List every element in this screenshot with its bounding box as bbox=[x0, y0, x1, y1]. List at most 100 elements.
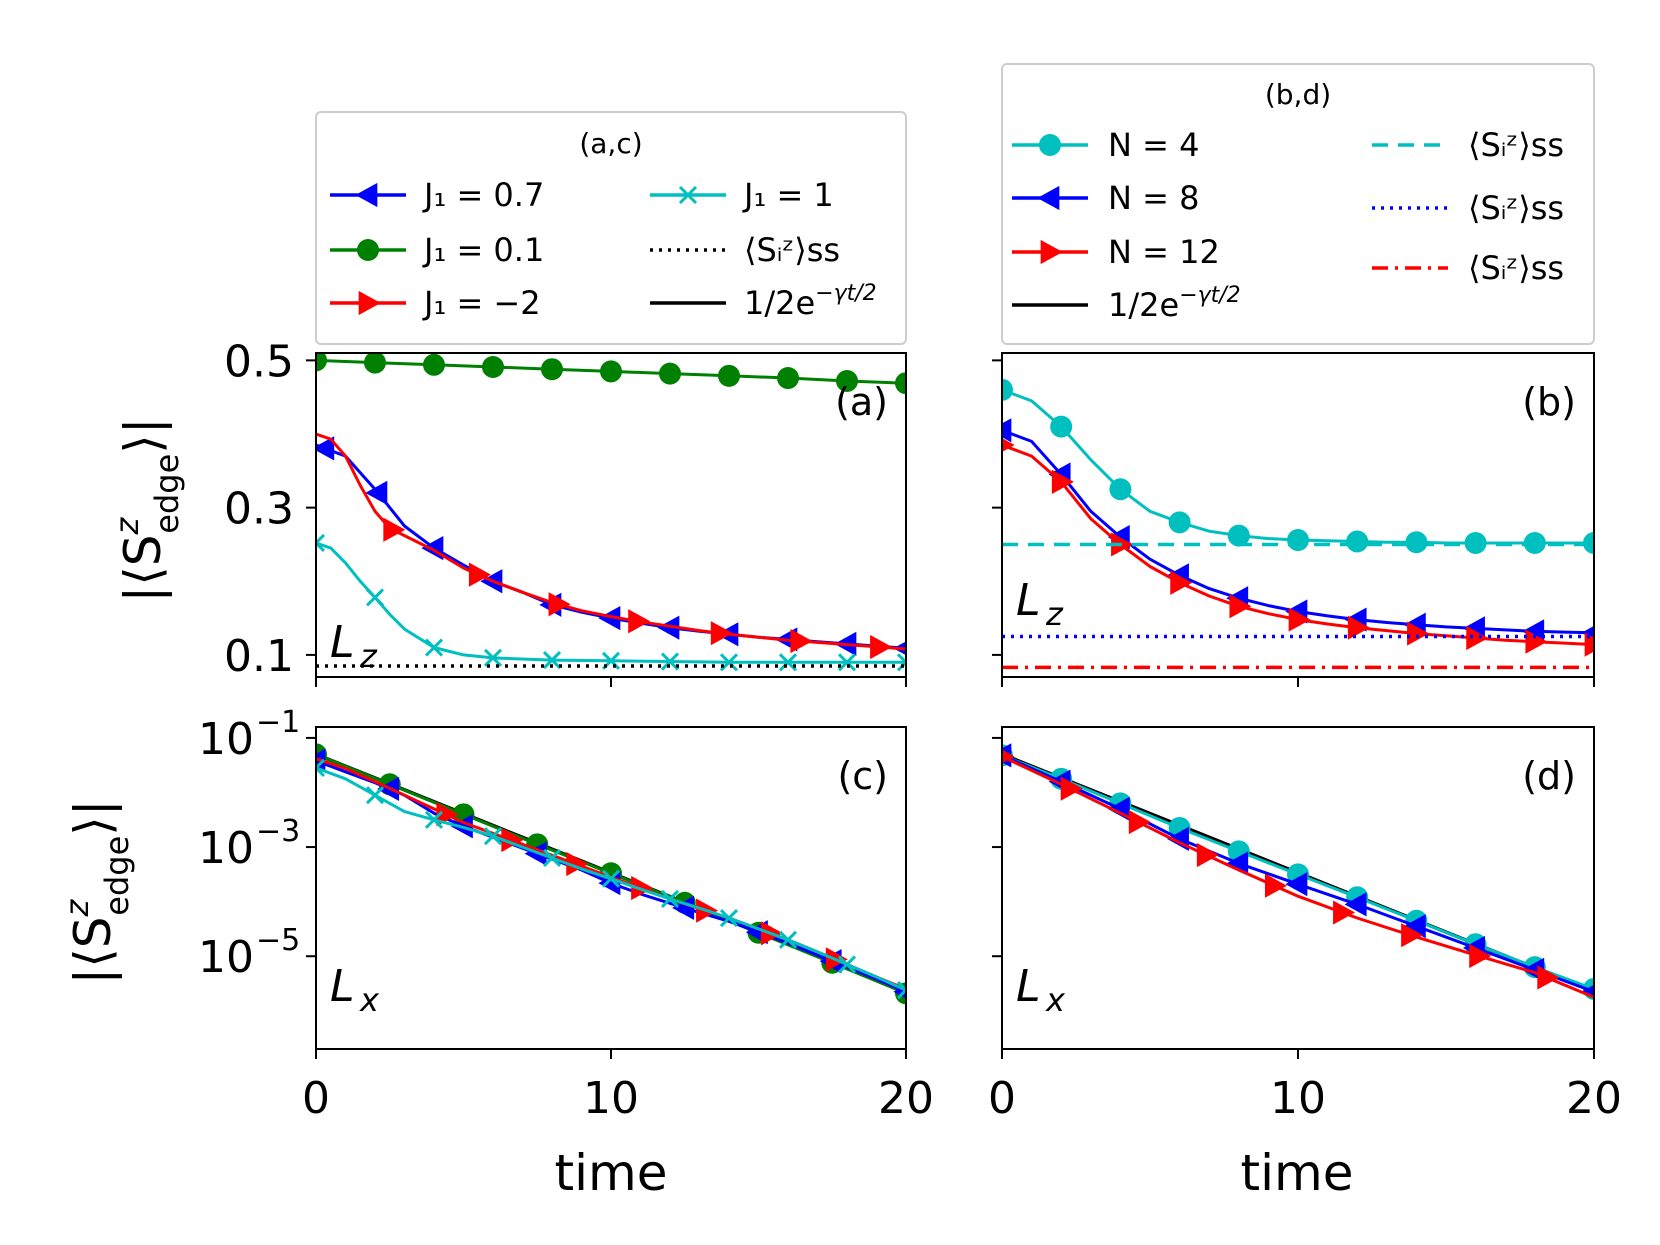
panel-c-series-3-marker-3 bbox=[631, 875, 654, 901]
panel-d-xtick-label-0: 0 bbox=[988, 1073, 1016, 1124]
panel-a-tag: (a) bbox=[835, 380, 888, 424]
panel-d-series-3-marker-4 bbox=[1264, 873, 1287, 898]
panel-d-xtick-label-1: 10 bbox=[1270, 1073, 1326, 1124]
panel-d-series-2-marker-6 bbox=[1344, 892, 1367, 917]
panel-c-ytick-exp-1: −3 bbox=[256, 814, 300, 849]
panel-a-series-3-marker-10 bbox=[896, 653, 906, 672]
legend-ac-label-0: J₁ = 0.7 bbox=[422, 176, 544, 214]
y-axis-title-bottom: |⟨Szedge⟩| bbox=[58, 799, 136, 984]
panel-d-series-3-marker-6 bbox=[1401, 923, 1424, 948]
y-axis-title-top: |⟨Szedge⟩| bbox=[108, 417, 186, 602]
y-title-top-sub: edge bbox=[148, 454, 186, 534]
legend-ac-label-2: J₁ = −2 bbox=[422, 284, 541, 322]
panel-b-series-2-marker-8 bbox=[1466, 625, 1489, 651]
panel-c-series-4-marker-10 bbox=[896, 980, 906, 1000]
panel-c-plot-area bbox=[316, 743, 906, 1005]
panel-b-series-2-marker-2 bbox=[1111, 532, 1134, 557]
panel-b-tag: (b) bbox=[1522, 380, 1576, 424]
y-title-bottom-sub: edge bbox=[98, 836, 136, 916]
legend-ac-sample-3-marker bbox=[678, 185, 698, 205]
legend-ac-sample-2-marker bbox=[358, 290, 381, 316]
panel-c-series-4-marker-6 bbox=[660, 889, 680, 908]
legend-bd-label-1: N = 8 bbox=[1108, 179, 1199, 217]
panel-a-series-1-marker-0 bbox=[316, 436, 335, 461]
panel-a-series-0-marker-0 bbox=[316, 353, 327, 372]
panel-a-operator-label: L bbox=[330, 617, 355, 668]
panel-c-series-4-marker-7 bbox=[719, 908, 739, 928]
panel-c-series-4-marker-0 bbox=[316, 758, 326, 777]
panel-d-series-2-marker-5 bbox=[1285, 872, 1308, 897]
panel-d-series-2-marker-7 bbox=[1403, 914, 1426, 939]
panel-a-series-2-marker-2 bbox=[548, 592, 571, 617]
legend-ac-label-1: J₁ = 0.1 bbox=[422, 231, 544, 269]
y-title-bottom-main: |⟨S bbox=[64, 917, 122, 985]
panel-a-series-3-marker-2 bbox=[424, 638, 444, 657]
panel-a-ytick-label-1: 0.3 bbox=[224, 484, 294, 535]
panel-a-series-3-marker-9 bbox=[837, 653, 857, 672]
panel-b-series-2-marker-3 bbox=[1170, 570, 1193, 595]
panel-c-series-2-marker-5 bbox=[672, 895, 695, 921]
legend-ac-label-5-exp: −γt/2 bbox=[815, 281, 877, 306]
panel-d-series-3-marker-7 bbox=[1469, 943, 1492, 969]
y-title-top-sup: z bbox=[108, 517, 146, 536]
panel-a: 0.1 0.3 0.5 (a) L z bbox=[224, 336, 907, 687]
y-title-bottom-sup: z bbox=[58, 899, 96, 918]
y-title-bottom-end: ⟩| bbox=[64, 799, 122, 835]
legend-bd-label-6: ⟨Sᵢᶻ⟩ss bbox=[1468, 249, 1564, 287]
panel-a-series-0-marker-10 bbox=[895, 372, 906, 395]
panel-c-series-3-marker-1 bbox=[501, 827, 524, 853]
legend-bd-sample-0-marker bbox=[1039, 134, 1061, 156]
panel-c-operator-sub: x bbox=[359, 981, 380, 1019]
panel-a-plot-area bbox=[316, 353, 906, 672]
panel-c-ytick-exp-2: −5 bbox=[256, 923, 300, 958]
legend-bd-label-0: N = 4 bbox=[1108, 126, 1199, 164]
legend-bd-sample-1-marker bbox=[1037, 185, 1060, 211]
legend-bd-title: (b,d) bbox=[1265, 78, 1331, 111]
panel-d-plot-area bbox=[1002, 743, 1594, 1000]
legend-ac-label-4: ⟨Sᵢᶻ⟩ss bbox=[744, 231, 840, 269]
panel-a-ytick-label-0: 0.1 bbox=[224, 631, 294, 682]
legend-ac-sample-1-marker bbox=[357, 239, 379, 261]
panel-c-xtick-label-0: 0 bbox=[302, 1073, 330, 1124]
panel-a-series-0-marker-5 bbox=[600, 360, 622, 383]
panel-a-series-3-marker-1 bbox=[365, 588, 385, 607]
panel-b-series-0-marker-3 bbox=[1168, 511, 1191, 534]
panel-c-ytick-label-0: 10 bbox=[198, 714, 254, 765]
panel-b-series-0-marker-5 bbox=[1287, 529, 1309, 552]
legend-ac-label-5-base: 1/2e bbox=[744, 284, 815, 322]
y-title-top-main: |⟨S bbox=[114, 535, 172, 603]
panel-b-series-2-marker-0 bbox=[1002, 438, 1015, 453]
x-axis-title-left: time bbox=[555, 1144, 668, 1202]
panel-c-series-3-marker-2 bbox=[566, 851, 589, 877]
panel-c-ytick-label-2: 10 bbox=[198, 932, 254, 983]
legend-ac-title: (a,c) bbox=[579, 127, 642, 160]
panel-a-series-0-marker-8 bbox=[777, 367, 799, 390]
panel-d-series-3-line bbox=[1002, 755, 1594, 999]
panel-a-series-3-marker-6 bbox=[660, 652, 680, 671]
panel-b-operator-label: L bbox=[1016, 575, 1041, 626]
panel-a-series-1-marker-6 bbox=[657, 615, 680, 640]
panel-a-ytick-label-2: 0.5 bbox=[224, 336, 294, 387]
x-axis-title-right: time bbox=[1241, 1144, 1354, 1202]
legend-bd-label-3-base: 1/2e bbox=[1108, 286, 1179, 324]
panel-a-series-0-marker-9 bbox=[836, 369, 858, 392]
panel-c-tag: (c) bbox=[837, 754, 888, 798]
panel-d-series-3-marker-3 bbox=[1196, 842, 1219, 868]
panel-a-series-3-marker-4 bbox=[542, 651, 562, 670]
panel-b-series-1-marker-0 bbox=[1002, 418, 1012, 443]
panel-b-series-2-marker-1 bbox=[1051, 469, 1074, 494]
panel-c-xtick-label-1: 10 bbox=[583, 1073, 639, 1124]
panel-d-tag: (d) bbox=[1522, 754, 1576, 798]
panel-d-series-2-marker-4 bbox=[1226, 851, 1249, 876]
panel-b-series-0-marker-7 bbox=[1405, 531, 1428, 554]
legend-bd-label-2: N = 12 bbox=[1108, 233, 1220, 271]
panel-a-series-2-marker-6 bbox=[870, 634, 893, 660]
panel-d-operator-sub: x bbox=[1045, 981, 1066, 1019]
legend-bd-sample-2-marker bbox=[1040, 239, 1063, 265]
panel-b-series-0-marker-0 bbox=[1002, 378, 1013, 401]
legend-ac-sample-0-marker bbox=[355, 182, 378, 208]
panel-c-series-4-marker-1 bbox=[365, 786, 385, 805]
panel-a-series-0-marker-3 bbox=[482, 355, 504, 378]
panel-a-series-2-marker-5 bbox=[790, 628, 813, 654]
